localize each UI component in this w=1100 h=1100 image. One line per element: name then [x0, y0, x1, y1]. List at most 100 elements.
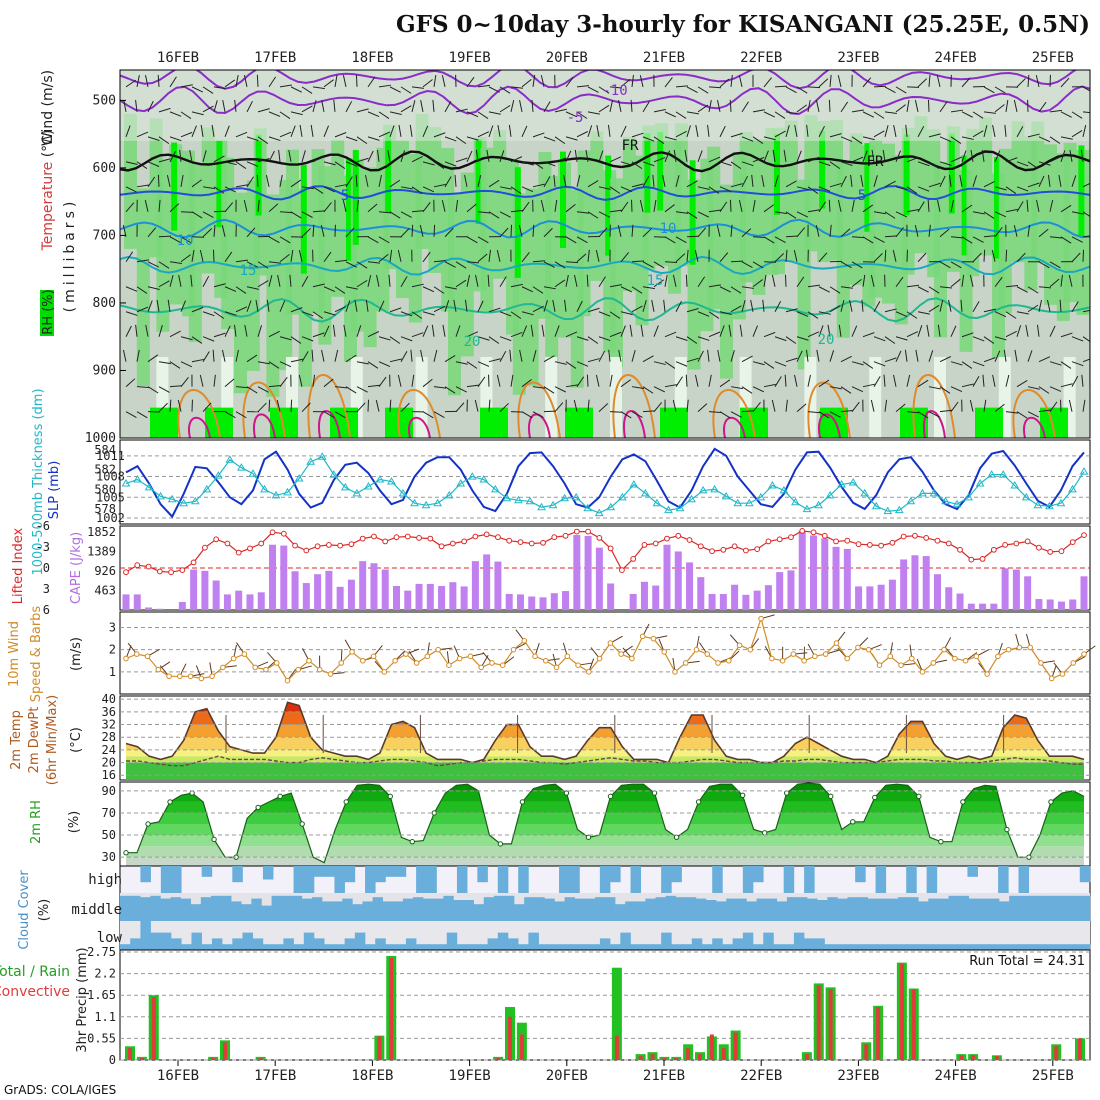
wind-barb [738, 75, 743, 87]
wind-barb [433, 286, 445, 294]
wind-barb [816, 349, 820, 362]
wind-barb [609, 311, 621, 319]
thickness-point [721, 491, 731, 500]
wind-barb [675, 300, 682, 312]
wind-speed-point [941, 646, 947, 653]
cape-bar [832, 546, 840, 610]
wind-barb [752, 361, 765, 366]
rh-point [409, 838, 415, 845]
wind-barb [991, 249, 996, 262]
wind-barb [972, 361, 985, 367]
cape-ylabel: CAPE (J/kg) [69, 532, 84, 604]
wind-barb [1036, 324, 1040, 337]
cloud-bar [1018, 944, 1030, 950]
lifted-index-point [641, 542, 648, 548]
wind-barb [224, 286, 237, 292]
wind-speed-point [564, 653, 571, 660]
wind-barb [367, 136, 380, 141]
wind-speed-point [435, 646, 441, 653]
rh-band [448, 193, 461, 396]
wind-barb [717, 349, 721, 362]
cape-bar [156, 608, 164, 610]
wind-barb [730, 386, 743, 390]
wind-barb [794, 374, 798, 387]
wind-barb [1038, 356, 1051, 363]
rh-surface-block [660, 407, 688, 438]
wind-barb [499, 311, 512, 317]
top-date-axis: 16FEB 17FEB 18FEB 19FEB 20FEB 21FEB 22FEB 23FEB… [157, 50, 1074, 66]
cloud-bar [171, 938, 182, 950]
wind-barb [125, 79, 137, 88]
temp-tick: 16 [102, 768, 116, 782]
wind-barb [609, 331, 622, 338]
wind-barb [673, 149, 677, 162]
wind-barb [521, 325, 528, 337]
wind-speed-point [499, 662, 506, 668]
wind-barb [510, 209, 523, 213]
cape-bar [471, 561, 479, 610]
wind-barb [268, 136, 281, 142]
wind-barb [838, 324, 842, 337]
wind-barb [246, 286, 259, 290]
wind-barb [829, 161, 841, 170]
cloud-bar [436, 944, 448, 950]
wind-barb [268, 261, 281, 264]
wind-barb [356, 199, 359, 212]
precip-tick: 2.75 [87, 945, 116, 959]
cloud-bar [887, 898, 899, 921]
cloud-bar [918, 901, 929, 921]
rh-point [519, 799, 526, 805]
wind-speed-point [887, 653, 894, 660]
wind-speed-point [1016, 644, 1023, 651]
wind-barb [125, 161, 138, 165]
pressure-level-label: 1000 [85, 431, 116, 446]
wind-barb [422, 161, 435, 166]
thickness-point [456, 478, 466, 487]
wind-barb [268, 111, 281, 117]
wind-barb [796, 211, 809, 218]
wind-barb [532, 349, 537, 362]
cloud-bar [773, 944, 784, 950]
cloud-bar [855, 944, 866, 950]
wind-barb [488, 307, 501, 313]
rh-point [387, 793, 393, 800]
wind-barb [147, 176, 156, 188]
wind-barb [466, 203, 477, 213]
wind-barb [356, 361, 369, 365]
cloud-bar [1019, 895, 1030, 921]
wind-barb [268, 203, 279, 213]
wind-speed-point [1070, 660, 1077, 666]
wind-barb [299, 124, 303, 137]
cape-bar [855, 586, 863, 610]
wind-barb [455, 279, 467, 288]
wind-barb [565, 136, 578, 141]
top-date-label: 22FEB [740, 50, 782, 66]
wind-barb [1038, 286, 1051, 289]
rh-band [804, 115, 818, 252]
wind-speed-point [769, 655, 775, 662]
cape-bar [133, 594, 141, 610]
cloud-bar [599, 866, 611, 893]
wind-barb [685, 374, 688, 387]
lifted-index-point [945, 540, 952, 547]
wind-barb [277, 274, 281, 287]
wind-barb [454, 174, 457, 187]
wind-barb [235, 349, 239, 362]
top-date-label: 25FEB [1032, 50, 1074, 66]
lifted-index-point [1081, 532, 1087, 538]
cloud-bar [232, 866, 243, 883]
wind-barb [411, 374, 415, 387]
wind-barb [400, 336, 413, 342]
wind-barb [444, 286, 457, 290]
wind-barb [222, 349, 226, 362]
wind-barb [499, 105, 511, 113]
wind-barb [532, 386, 545, 389]
cloud-bar [261, 905, 272, 921]
wind-barb [752, 401, 761, 412]
rh-high-band [774, 134, 780, 215]
wind-barb [961, 150, 967, 162]
cloud-bar [681, 944, 693, 950]
wind-barb [785, 357, 798, 363]
cloud-bar [375, 938, 386, 950]
cloud-bar [252, 938, 264, 950]
